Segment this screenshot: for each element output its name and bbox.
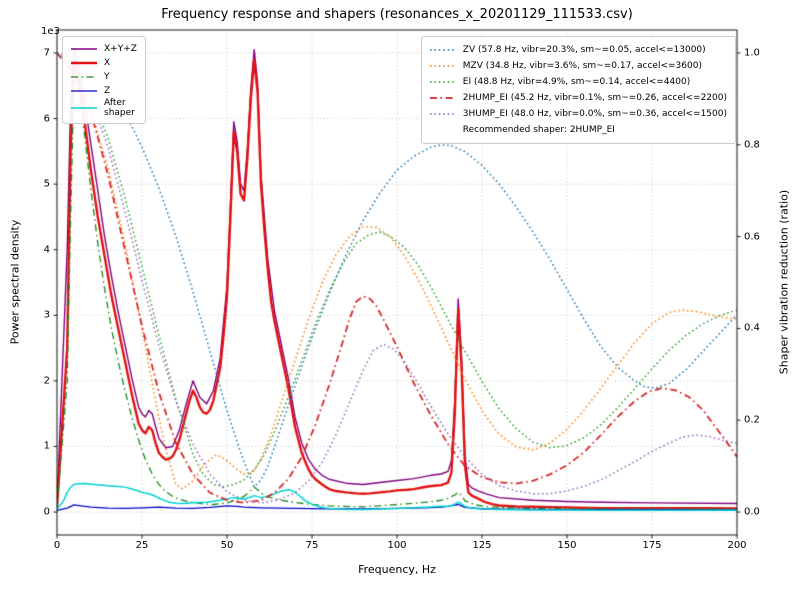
legend-item: X+Y+Z (70, 42, 137, 56)
legend-line-sample-icon (429, 49, 456, 51)
legend-shapers: ZV (57.8 Hz, vibr=20.3%, sm~=0.05, accel… (420, 36, 736, 144)
x-tick-label: 0 (53, 540, 61, 551)
legend-item: 2HUMP_EI (45.2 Hz, vibr=0.1%, sm~=0.26, … (429, 90, 727, 106)
legend-item: ZV (57.8 Hz, vibr=20.3%, sm~=0.05, accel… (429, 42, 727, 58)
legend-psd: X+Y+Z X Y Z After shaper (62, 36, 146, 124)
legend-item: 3HUMP_EI (48.0 Hz, vibr=0.0%, sm~=0.36, … (429, 106, 727, 122)
legend-line-sample-icon (71, 48, 97, 50)
y-right-tick-label: 0.0 (744, 506, 760, 518)
y-left-tick-label: 6 (43, 113, 50, 125)
legend-label: MZV (34.8 Hz, vibr=3.6%, sm~=0.17, accel… (462, 61, 702, 71)
legend-line-sample-icon (71, 76, 97, 78)
x-tick-label: 125 (472, 540, 492, 551)
legend-item: Y (70, 70, 137, 84)
legend-line-sample-icon (429, 81, 456, 83)
legend-item: After shaper (70, 98, 137, 118)
recommended-shaper-note: Recommended shaper: 2HUMP_EI (462, 125, 615, 135)
y-right-tick-label: 0.2 (744, 414, 760, 426)
legend-label: X+Y+Z (104, 44, 137, 54)
x-tick-label: 75 (305, 540, 319, 551)
chart-title: Frequency response and shapers (resonanc… (161, 7, 633, 22)
legend-label: X (104, 58, 111, 68)
legend-line-sample-icon (429, 97, 456, 99)
y-right-tick-label: 0.4 (744, 322, 760, 334)
legend-label: ZV (57.8 Hz, vibr=20.3%, sm~=0.05, accel… (462, 45, 706, 55)
legend-line-sample-icon (71, 107, 97, 109)
legend-item: X (70, 56, 137, 70)
legend-label: 3HUMP_EI (48.0 Hz, vibr=0.0%, sm~=0.36, … (462, 109, 727, 119)
x-tick-label: 175 (642, 540, 662, 551)
legend-label: After shaper (104, 98, 135, 118)
legend-line-sample-icon (71, 90, 97, 92)
x-tick-label: 25 (135, 540, 149, 551)
y-left-tick-label: 3 (43, 309, 50, 321)
y-right-tick-label: 0.6 (744, 231, 760, 243)
x-tick-label: 50 (220, 540, 234, 551)
y-right-axis-label: Shaper vibration reduction (ratio) (777, 189, 791, 375)
y-right-tick-label: 0.8 (744, 139, 760, 151)
x-tick-label: 150 (557, 540, 577, 551)
legend-item: EI (48.8 Hz, vibr=4.9%, sm~=0.14, accel<… (429, 74, 727, 90)
x-tick-label: 200 (727, 540, 747, 551)
legend-line-sample-icon (429, 65, 456, 67)
x-axis-label: Frequency, Hz (358, 563, 436, 576)
y-left-tick-label: 4 (43, 244, 50, 256)
legend-label: EI (48.8 Hz, vibr=4.9%, sm~=0.14, accel<… (462, 77, 691, 87)
x-tick-label: 100 (387, 540, 407, 551)
y-left-offset-text: 1e3 (41, 26, 60, 37)
y-left-tick-label: 5 (43, 178, 50, 190)
y-left-tick-label: 2 (43, 375, 50, 387)
legend-label: Y (104, 72, 110, 82)
y-left-tick-label: 0 (43, 506, 50, 518)
legend-label: 2HUMP_EI (45.2 Hz, vibr=0.1%, sm~=0.26, … (462, 93, 727, 103)
legend-line-sample-icon (429, 113, 456, 115)
y-left-tick-label: 7 (43, 47, 50, 59)
legend-label: Z (104, 86, 111, 96)
y-left-tick-label: 1 (43, 440, 50, 452)
legend-item: Z (70, 84, 137, 98)
y-left-axis-label: Power spectral density (8, 219, 22, 345)
legend-line-sample-icon (71, 61, 97, 65)
legend-item: MZV (34.8 Hz, vibr=3.6%, sm~=0.17, accel… (429, 58, 727, 74)
y-right-tick-label: 1.0 (744, 47, 760, 59)
